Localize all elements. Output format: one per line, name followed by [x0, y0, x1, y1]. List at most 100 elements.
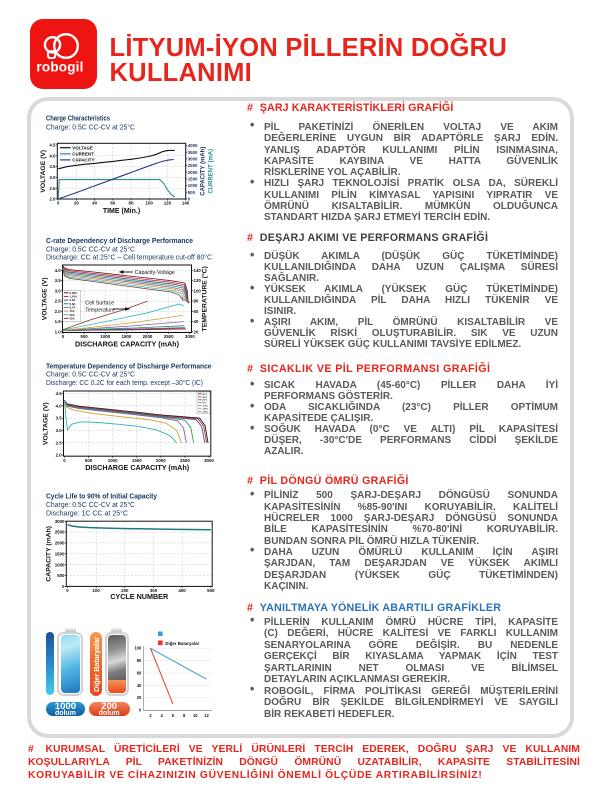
- svg-text:CURRENT: CURRENT: [72, 151, 94, 156]
- svg-text:500: 500: [80, 334, 88, 339]
- svg-text:1.5: 1.5: [55, 319, 62, 324]
- svg-text:120: 120: [164, 201, 172, 206]
- svg-text:60: 60: [110, 201, 115, 206]
- svg-text:TIME (Min.): TIME (Min.): [103, 208, 140, 215]
- svg-text:1500: 1500: [55, 551, 65, 556]
- svg-text:4.0: 4.0: [55, 268, 62, 273]
- svg-text:4.5: 4.5: [56, 391, 63, 396]
- svg-text:20: 20: [74, 201, 79, 206]
- svg-text:CYCLE NUMBER: CYCLE NUMBER: [110, 592, 169, 601]
- svg-text:1000: 1000: [55, 562, 65, 567]
- svg-text:5,8A: 5,8A: [70, 302, 76, 306]
- svg-text:2000: 2000: [188, 170, 198, 175]
- svg-text:2000: 2000: [143, 334, 153, 339]
- svg-text:Discharge: CC at 25°C – Cell t: Discharge: CC at 25°C – Cell temperature…: [46, 253, 212, 262]
- svg-text:3000: 3000: [188, 157, 198, 162]
- svg-text:2500: 2500: [164, 334, 174, 339]
- svg-text:Discharge: CC 0.2C for each te: Discharge: CC 0.2C for each temp. except…: [46, 378, 203, 387]
- svg-text:3.0: 3.0: [49, 175, 56, 180]
- svg-text:2500: 2500: [188, 163, 198, 168]
- svg-text:12: 12: [204, 713, 209, 718]
- svg-text:2500: 2500: [55, 530, 65, 535]
- svg-text:3500: 3500: [188, 150, 198, 155]
- svg-text:3.5: 3.5: [55, 278, 62, 283]
- svg-text:20: 20: [137, 695, 142, 700]
- svg-text:80: 80: [137, 658, 142, 663]
- svg-text:8: 8: [183, 713, 186, 718]
- svg-text:80: 80: [194, 299, 199, 304]
- svg-text:VOLTAGE (V): VOLTAGE (V): [43, 402, 50, 445]
- svg-text:20A: 20A: [70, 313, 75, 317]
- svg-text:0°C: 0°C: [202, 403, 206, 405]
- svg-text:Temperature: Temperature: [85, 308, 115, 314]
- svg-text:3000: 3000: [185, 334, 195, 339]
- svg-text:1000: 1000: [188, 183, 198, 188]
- svg-text:2.5: 2.5: [49, 186, 56, 191]
- svg-text:2.0: 2.0: [56, 453, 63, 458]
- svg-text:400: 400: [178, 588, 186, 593]
- svg-text:0: 0: [66, 588, 69, 593]
- svg-text:1500: 1500: [122, 334, 132, 339]
- svg-text:1500: 1500: [132, 458, 142, 463]
- svg-text:Charge: 0.5C CC-CV at 25°C: Charge: 0.5C CC-CV at 25°C: [46, 123, 135, 132]
- svg-text:2: 2: [149, 713, 152, 718]
- svg-text:3.0: 3.0: [55, 288, 62, 293]
- svg-text:3000: 3000: [55, 519, 65, 524]
- svg-text:0: 0: [57, 201, 60, 206]
- svg-text:40: 40: [92, 201, 97, 206]
- svg-text:CURRENT (mA): CURRENT (mA): [209, 149, 215, 194]
- svg-text:40: 40: [137, 683, 142, 688]
- svg-text:25°C: 25°C: [202, 400, 207, 402]
- svg-text:Charge: 0.5C CC-CV at 25°C: Charge: 0.5C CC-CV at 25°C: [46, 370, 135, 379]
- svg-text:0: 0: [139, 708, 142, 713]
- svg-text:500: 500: [85, 458, 93, 463]
- svg-text:-10°C: -10°C: [202, 406, 208, 408]
- svg-text:500: 500: [57, 573, 65, 578]
- svg-text:DISCHARGE CAPACITY (mAh): DISCHARGE CAPACITY (mAh): [75, 339, 180, 348]
- svg-text:25A: 25A: [70, 316, 75, 320]
- svg-text:2.0: 2.0: [55, 309, 62, 314]
- svg-text:45°C: 45°C: [202, 396, 207, 399]
- svg-text:4000: 4000: [188, 143, 198, 148]
- svg-text:100: 100: [194, 288, 202, 293]
- svg-text:1,45A: 1,45A: [70, 295, 77, 299]
- svg-text:VOLTAGE (V): VOLTAGE (V): [40, 150, 47, 193]
- svg-text:Charge Characteristics: Charge Characteristics: [46, 114, 110, 123]
- svg-text:60: 60: [137, 671, 142, 676]
- svg-text:robogil: robogil: [36, 60, 83, 75]
- svg-text:6: 6: [172, 713, 175, 718]
- svg-text:TEMPERATURE (°C): TEMPERATURE (°C): [201, 266, 209, 331]
- svg-text:C-rate Dependency of Discharge: C-rate Dependency of Discharge Performan…: [46, 236, 193, 245]
- svg-text:100: 100: [134, 646, 142, 651]
- svg-text:20: 20: [194, 329, 199, 334]
- svg-text:8,7A: 8,7A: [70, 306, 76, 310]
- svg-text:4.5: 4.5: [49, 143, 56, 148]
- svg-text:Capacity-Voltage: Capacity-Voltage: [135, 270, 175, 276]
- svg-text:120: 120: [194, 278, 202, 283]
- svg-text:-20°C: -20°C: [202, 409, 208, 411]
- svg-text:2.0: 2.0: [49, 197, 56, 202]
- svg-text:60: 60: [194, 309, 199, 314]
- svg-text:VOLTAGE (V): VOLTAGE (V): [42, 277, 49, 320]
- svg-text:40: 40: [194, 319, 199, 324]
- svg-text:Charge: 0.5C CC-CV at 25°C: Charge: 0.5C CC-CV at 25°C: [46, 500, 135, 509]
- svg-text:4.0: 4.0: [49, 153, 56, 158]
- svg-text:500: 500: [188, 190, 196, 195]
- svg-text:0: 0: [188, 197, 191, 202]
- svg-text:1000: 1000: [108, 458, 118, 463]
- svg-text:1500: 1500: [188, 177, 198, 182]
- svg-text:100: 100: [146, 201, 154, 206]
- svg-text:1.0: 1.0: [55, 329, 62, 334]
- svg-text:2000: 2000: [156, 458, 166, 463]
- svg-text:300: 300: [150, 588, 158, 593]
- svg-text:3000: 3000: [204, 458, 214, 463]
- svg-text:CAPACITY (mAh): CAPACITY (mAh): [201, 147, 207, 196]
- svg-text:Temperature Dependency of Disc: Temperature Dependency of Discharge Perf…: [46, 361, 212, 370]
- svg-text:1000: 1000: [100, 334, 110, 339]
- svg-text:CAPACITY: CAPACITY: [72, 158, 94, 163]
- svg-text:3.5: 3.5: [56, 416, 63, 421]
- svg-text:2.5: 2.5: [55, 299, 62, 304]
- svg-text:4.0: 4.0: [56, 403, 63, 408]
- svg-text:140: 140: [182, 201, 190, 206]
- svg-text:4: 4: [161, 713, 164, 718]
